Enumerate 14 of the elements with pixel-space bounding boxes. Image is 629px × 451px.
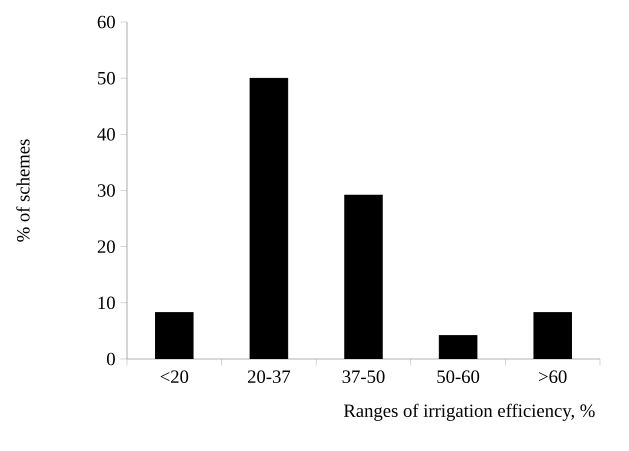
x-tick-label: >60 — [539, 370, 567, 383]
x-tick-label: 20-37 — [248, 370, 290, 383]
y-tick-label: 10 — [98, 296, 115, 310]
y-tick-label: 0 — [107, 352, 115, 366]
y-tick-label: 50 — [98, 72, 115, 84]
x-tick-label: 50-60 — [437, 370, 480, 383]
x-tick-label: <20 — [160, 370, 188, 383]
y-tick-label: 20 — [98, 240, 115, 253]
x-axis-title: Ranges of irrigation efficiency, % — [344, 404, 595, 421]
y-axis-title: % of schemes — [16, 139, 30, 242]
y-tick-label: 30 — [98, 184, 115, 197]
x-tick-label: 37-50 — [342, 370, 385, 383]
y-tick-label: 60 — [98, 16, 115, 28]
y-tick-label: 40 — [97, 128, 115, 141]
